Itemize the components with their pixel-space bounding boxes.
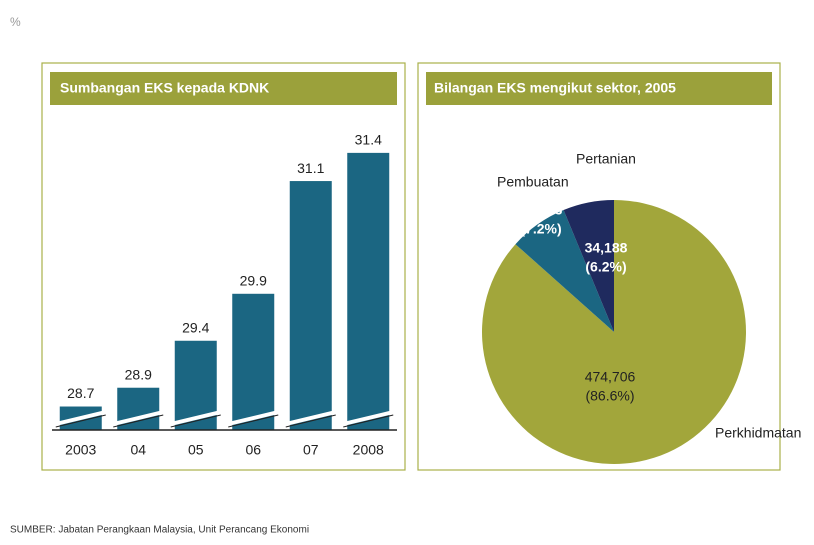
- axis-break-line: [55, 414, 106, 428]
- x-tick-label: 05: [188, 442, 204, 458]
- x-tick-label: 2003: [65, 442, 96, 458]
- chart-title: Bilangan EKS mengikut sektor, 2005: [434, 80, 676, 96]
- x-tick-label: 07: [303, 442, 319, 458]
- value-label: 474,706: [585, 369, 636, 385]
- data-label: 29.9: [240, 272, 267, 288]
- category-label: Pembuatan: [497, 174, 569, 190]
- x-tick-label: 06: [245, 442, 261, 458]
- panel: [41, 62, 406, 471]
- bar: [347, 152, 390, 430]
- source-note: SUMBER: Jabatan Perangkaan Malaysia, Uni…: [10, 525, 309, 536]
- x-tick-label: 2008: [353, 442, 384, 458]
- data-label: 29.4: [182, 319, 209, 335]
- pie-slice: [515, 210, 614, 332]
- value-label: 34,188: [585, 240, 628, 256]
- axis-break-line: [228, 414, 279, 428]
- panel-header: [50, 72, 397, 105]
- data-label: 28.9: [125, 366, 152, 382]
- axis-break: [285, 410, 336, 426]
- axis-break: [55, 410, 106, 426]
- y-axis-label: %: [10, 15, 21, 29]
- axis-break-line: [285, 414, 336, 428]
- data-label: 31.4: [355, 132, 382, 148]
- axis-break: [228, 410, 279, 426]
- chart-title: Sumbangan EKS kepada KDNK: [60, 80, 269, 96]
- data-label: 31.1: [297, 160, 324, 176]
- axis-break: [113, 410, 164, 426]
- x-tick-label: 04: [130, 442, 146, 458]
- bar: [117, 387, 160, 430]
- axis-break-line: [170, 414, 221, 428]
- pie-slice: [563, 200, 614, 332]
- value-label: 39,373: [520, 202, 563, 218]
- axis-break-line: [113, 414, 164, 428]
- axis-break: [170, 410, 221, 426]
- category-label: Pertanian: [576, 151, 636, 167]
- percent-label: (86.6%): [585, 388, 634, 404]
- panel-header: [426, 72, 772, 105]
- bar: [289, 181, 332, 430]
- percent-label: (6.2%): [585, 259, 626, 275]
- bar: [232, 293, 275, 430]
- panel: [417, 62, 781, 471]
- axis-break: [343, 410, 394, 426]
- data-label: 28.7: [67, 385, 94, 401]
- percent-label: (7.2%): [520, 221, 561, 237]
- axis-break-line: [343, 414, 394, 428]
- category-label: Perkhidmatan: [715, 425, 801, 441]
